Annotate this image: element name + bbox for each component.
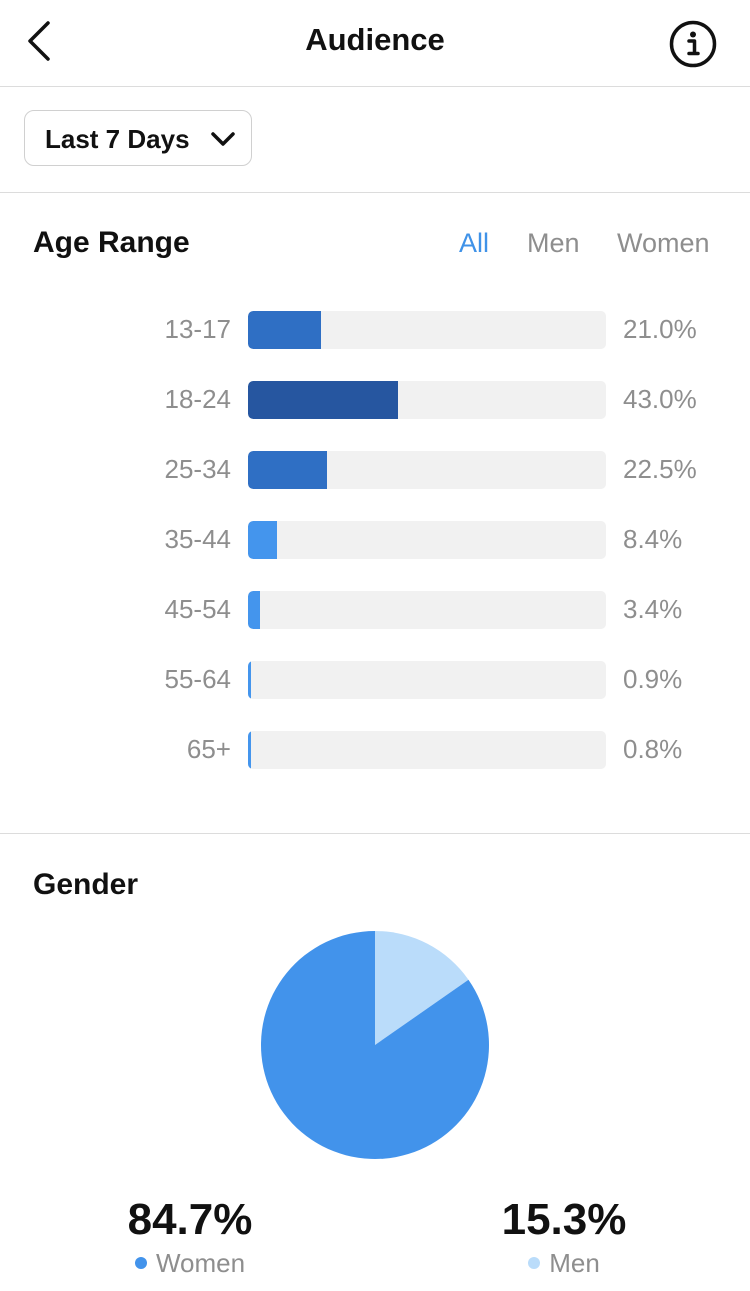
back-button[interactable]: [20, 16, 60, 66]
age-bar-category-label: 25-34: [164, 454, 232, 484]
filter-bar: Last 7 Days: [0, 87, 750, 193]
women-legend-dot: [134, 1257, 147, 1269]
tab-all[interactable]: All: [459, 228, 490, 258]
age-bar-row: 13-17 21.0%: [0, 311, 750, 349]
section-divider: [0, 833, 750, 834]
tab-women[interactable]: Women: [617, 228, 710, 258]
age-bar-fill: [248, 661, 252, 699]
men-stat: 15.3% Men: [434, 1194, 694, 1279]
age-bar-fill: [248, 451, 327, 489]
men-legend: Men: [434, 1248, 694, 1279]
age-bar-track: [248, 381, 606, 419]
men-legend-label: Men: [549, 1248, 600, 1278]
age-bar-fill: [248, 381, 399, 419]
age-bar-track: [248, 311, 606, 349]
age-bar-track: [248, 521, 606, 559]
age-bar-row: 55-64 0.9%: [0, 661, 750, 699]
gender-title: Gender: [33, 868, 139, 901]
age-bar-category-label: 65+: [186, 734, 231, 764]
age-bar-value-label: 43.0%: [623, 384, 697, 414]
age-bar-value-label: 3.4%: [623, 594, 683, 624]
age-range-title: Age Range: [33, 226, 190, 259]
age-bar-row: 65+ 0.8%: [0, 731, 750, 769]
info-icon: [669, 20, 717, 68]
age-bar-category-label: 18-24: [164, 384, 232, 414]
top-navigation-bar: Audience: [0, 0, 750, 87]
women-percentage: 84.7%: [127, 1195, 253, 1244]
women-stat: 84.7% Women: [60, 1194, 320, 1279]
pie-slice-men: [375, 931, 469, 1045]
age-bar-fill: [248, 311, 322, 349]
age-bar-value-label: 0.8%: [623, 734, 683, 764]
age-bar-fill: [248, 521, 278, 559]
women-legend: Women: [60, 1248, 320, 1279]
gender-pie-chart: [260, 931, 489, 1159]
men-legend-dot: [528, 1257, 541, 1269]
age-bar-track: [248, 591, 606, 629]
date-range-label: Last 7 Days: [45, 124, 190, 154]
age-bar-row: 18-24 43.0%: [0, 381, 750, 419]
age-bar-fill: [248, 731, 251, 769]
date-range-dropdown[interactable]: Last 7 Days: [24, 110, 252, 166]
age-bar-value-label: 21.0%: [623, 314, 697, 344]
tab-men[interactable]: Men: [527, 228, 580, 258]
age-bar-value-label: 22.5%: [623, 454, 697, 484]
age-bar-category-label: 35-44: [164, 524, 232, 554]
age-bar-value-label: 0.9%: [623, 664, 683, 694]
women-legend-label: Women: [155, 1248, 246, 1278]
age-bar-track: [248, 661, 606, 699]
chevron-left-icon: [28, 21, 50, 61]
men-percentage: 15.3%: [501, 1195, 627, 1244]
age-bar-category-label: 55-64: [164, 664, 232, 694]
age-bar-row: 35-44 8.4%: [0, 521, 750, 559]
age-bar-track: [248, 451, 606, 489]
pie-slice-women: [260, 931, 489, 1159]
age-bar-row: 45-54 3.4%: [0, 591, 750, 629]
age-bar-row: 25-34 22.5%: [0, 451, 750, 489]
age-bar-value-label: 8.4%: [623, 524, 683, 554]
age-bar-track: [248, 731, 606, 769]
age-bar-category-label: 13-17: [164, 314, 232, 344]
chevron-down-icon: [211, 132, 235, 146]
page-title: Audience: [305, 22, 445, 57]
age-bar-category-label: 45-54: [164, 594, 232, 624]
age-bar-fill: [248, 591, 260, 629]
info-button[interactable]: [668, 20, 718, 70]
